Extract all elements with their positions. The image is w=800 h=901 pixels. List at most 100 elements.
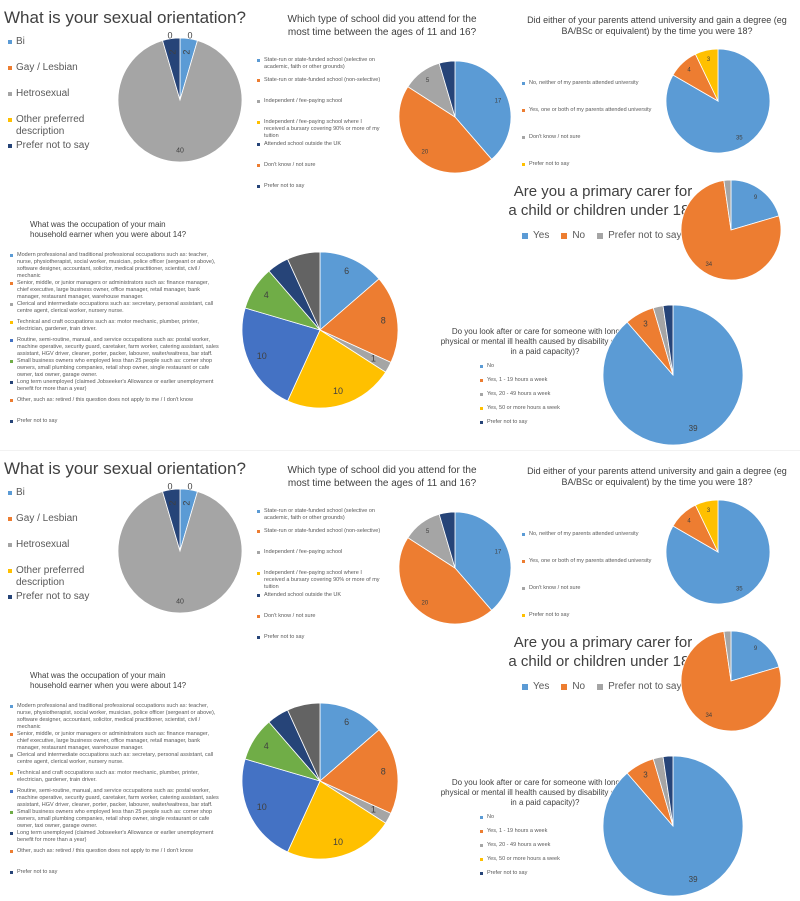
legend-item: Long term unemployed (claimed Jobseeker'… [10, 379, 222, 393]
school-title: Which type of school did you attend for … [287, 465, 477, 489]
pie-data-label: 20 [422, 600, 429, 606]
legend-label: Prefer not to say [529, 161, 570, 167]
pie-slice [241, 307, 321, 402]
pie-data-label: 10 [333, 837, 343, 847]
legend-label: Clerical and intermediate occupations su… [17, 301, 214, 314]
legend-label: Other, such as: retired / this question … [17, 397, 193, 403]
legend-marker [522, 587, 525, 590]
pie-slice [407, 62, 456, 118]
legend-marker [480, 393, 483, 396]
legend-item: No [561, 681, 585, 692]
slide-panel-bottom: What is your sexual orientation? Bi Gay … [0, 450, 800, 901]
pie-slice [319, 329, 392, 373]
legend-item: Technical and craft occupations such as:… [10, 319, 222, 333]
legend-label: Technical and craft occupations such as:… [17, 319, 199, 332]
pie-data-label: 40 [176, 148, 184, 155]
legend-marker [257, 79, 260, 82]
legend-item: Don't know / not sure [257, 613, 382, 620]
pie-data-label: 5 [426, 529, 430, 535]
legend-label: Prefer not to say [17, 418, 58, 424]
legend-item: No [561, 230, 585, 241]
legend-item: Yes, one or both of my parents attended … [522, 558, 667, 565]
legend-item: Routine, semi-routine, manual, and servi… [10, 788, 222, 809]
orientation-legend: Bi Gay / Lesbian Hetrosexual Other prefe… [8, 487, 103, 603]
legend-marker [10, 790, 13, 793]
legend-label: Small business owners who employed less … [17, 358, 213, 378]
pie-data-label: 39 [689, 424, 698, 433]
legend-marker [8, 118, 12, 122]
legend-marker [10, 772, 13, 775]
legend-item: Prefer not to say [522, 161, 667, 168]
legend-marker [522, 163, 525, 166]
pie-data-label: 0 [187, 481, 192, 491]
pie-slice [454, 60, 512, 160]
pie-data-label: 10 [257, 802, 267, 812]
legend-item: Yes, 20 - 49 hours a week [480, 842, 600, 849]
legend-item: Yes, 20 - 49 hours a week [480, 391, 600, 398]
pie-slice [672, 53, 719, 102]
legend-label: Gay / Lesbian [16, 513, 78, 524]
carer-legend: Yes No Prefer not to say [522, 681, 682, 692]
legend-marker [8, 595, 12, 599]
pie-data-label: 0 [167, 30, 172, 40]
legend-marker [10, 381, 13, 384]
legend-item: Small business owners who employed less … [10, 358, 222, 379]
pie-slice [117, 491, 243, 614]
legend-item: Prefer not to say [597, 230, 682, 241]
legend-item: Don't know / not sure [522, 585, 667, 592]
legend-item: Yes, 50 or more hours a week [480, 856, 600, 863]
school-legend: State-run or state-funded school (select… [257, 57, 382, 190]
pie-data-label: 2 [167, 501, 177, 506]
legend-marker [522, 683, 528, 690]
legend-label: Yes, 1 - 19 hours a week [487, 828, 548, 834]
legend-marker [522, 533, 525, 536]
legend-item: Small business owners who employed less … [10, 809, 222, 830]
legend-marker [480, 421, 483, 424]
legend-marker [8, 40, 12, 44]
pie-slice [179, 37, 198, 101]
pie-slice [287, 329, 387, 409]
legend-item: State-run or state-funded school (select… [257, 57, 382, 71]
pie-slice [662, 304, 674, 376]
legend-item: State-run or state-funded school (non-se… [257, 77, 382, 84]
care-title: Do you look after or care for someone wi… [440, 327, 650, 356]
legend-label: State-run or state-funded school (non-se… [264, 528, 381, 534]
legend-marker [10, 399, 13, 402]
legend-item: Independent / fee-paying school [257, 549, 382, 556]
legend-item: No [480, 363, 600, 370]
legend-item: Gay / Lesbian [8, 62, 103, 74]
legend-label: No [487, 363, 495, 369]
legend-marker [597, 683, 604, 690]
legend-item: No, neither of my parents attended unive… [522, 531, 667, 538]
legend-label: Independent / fee-paying school [264, 549, 343, 555]
school-legend: State-run or state-funded school (select… [257, 508, 382, 641]
legend-marker [597, 232, 604, 239]
pie-data-label: 4 [264, 290, 269, 300]
legend-label: Other preferred description [16, 565, 85, 588]
legend-label: Independent / fee-paying school where I … [264, 570, 380, 590]
legend-label: Attended school outside the UK [264, 141, 342, 147]
legend-marker [10, 811, 13, 814]
legend-marker [257, 143, 260, 146]
legend-item: Prefer not to say [257, 634, 382, 641]
occupation-legend: Modern professional and traditional prof… [10, 252, 222, 425]
legend-label: Senior, middle, or junior managers or ad… [17, 731, 209, 751]
legend-item: Yes, one or both of my parents attended … [522, 107, 667, 114]
legend-marker [8, 491, 12, 495]
legend-label: Prefer not to say [608, 681, 682, 692]
legend-marker [10, 254, 13, 257]
legend-marker [10, 321, 13, 324]
pie-slice [652, 305, 674, 376]
legend-marker [10, 339, 13, 342]
legend-item: Other preferred description [8, 565, 103, 589]
pie-slice [652, 756, 674, 827]
pie-slice [694, 499, 719, 553]
pie-slice [407, 513, 456, 569]
legend-item: Other, such as: retired / this question … [10, 397, 222, 404]
pie-slice [398, 86, 493, 174]
legend-item: Senior, middle, or junior managers or ad… [10, 280, 222, 301]
legend-marker [8, 92, 12, 96]
parents-title: Did either of your parents attend univer… [527, 15, 787, 37]
legend-label: Prefer not to say [16, 140, 90, 151]
pie-data-label: 17 [495, 550, 502, 556]
